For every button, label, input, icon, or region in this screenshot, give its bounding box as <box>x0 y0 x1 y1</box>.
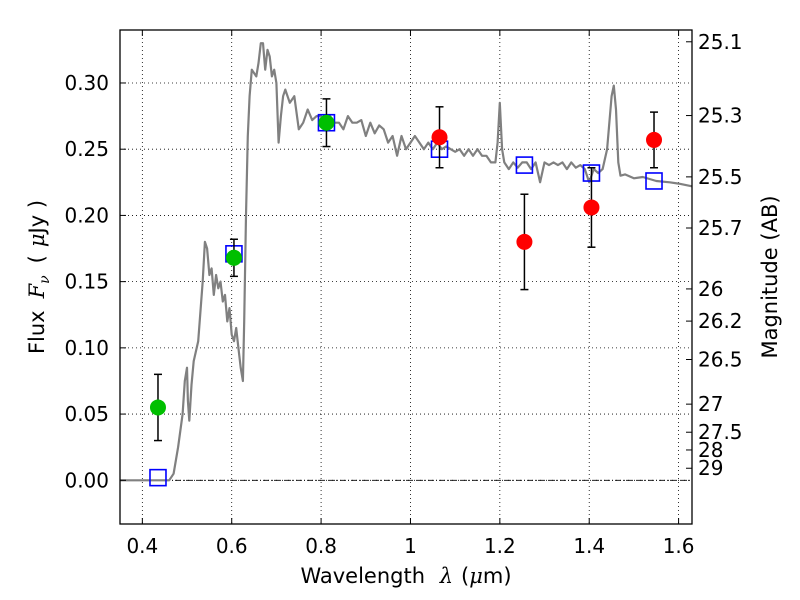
x-axis-label-unit-mu: μ <box>469 564 483 588</box>
y2-tick-label: 28 <box>698 438 723 462</box>
observed-flux-point <box>225 249 242 266</box>
y-tick-label: 0.00 <box>64 468 109 492</box>
x-tick-label: 0.4 <box>126 534 158 558</box>
y-axis-label: Flux Fν ( μJy ) <box>25 200 53 354</box>
y-axis-label-unit-rest: Jy ) <box>25 200 49 236</box>
model-photometry-square <box>515 156 534 174</box>
observed-flux-point <box>516 233 533 250</box>
x-tick-label: 0.8 <box>305 534 337 558</box>
y-axis-label-subscript: ν <box>37 275 53 284</box>
observed-flux-point <box>431 129 448 146</box>
y2-tick-label: 26 <box>698 277 723 301</box>
observed-flux-point <box>318 114 335 131</box>
y2-tick-label: 26.5 <box>698 348 743 372</box>
model-photometry-square <box>149 468 167 487</box>
x-tick-label: 1 <box>404 534 417 558</box>
observed-flux-point <box>646 131 663 148</box>
model-photometry-square <box>645 172 663 190</box>
y2-tick-label: 25.5 <box>698 165 743 189</box>
y-tick-label: 0.25 <box>64 137 109 161</box>
y-tick-label: 0.05 <box>64 402 109 426</box>
y-tick-label: 0.15 <box>64 270 109 294</box>
y2-tick-label: 27 <box>698 392 723 416</box>
y2-tick-label: 26.2 <box>698 309 743 333</box>
plot-frame <box>119 29 693 525</box>
plot-series <box>120 42 693 487</box>
y2-axis-label: Magnitude (AB) <box>758 195 782 358</box>
x-axis-label-gap <box>425 564 432 588</box>
x-tick-label: 1.4 <box>573 534 605 558</box>
y-tick-label: 0.10 <box>64 336 109 360</box>
y2-tick-label: 29 <box>698 456 723 480</box>
x-tick-label: 1.6 <box>663 534 695 558</box>
x-axis-label-prefix: Wavelength <box>300 564 425 588</box>
y-axis-label-prefix: Flux <box>25 310 49 354</box>
y-tick-label: 0.20 <box>64 203 109 227</box>
spectrum-line <box>120 42 693 482</box>
observed-flux-point <box>583 199 600 216</box>
x-tick-label: 0.6 <box>216 534 248 558</box>
y-axis-label-unit-open: ( <box>25 255 49 263</box>
y2-tick-label: 25.1 <box>698 30 743 54</box>
x-tick-label: 1.2 <box>484 534 516 558</box>
observed-flux-point <box>149 399 166 416</box>
y-axis-label-unit-mu: μ <box>25 233 49 247</box>
x-axis-label-unit-rest: m) <box>483 564 512 588</box>
y2-tick-label: 25.7 <box>698 216 743 240</box>
x-axis-label-unit-open: ( <box>461 564 469 588</box>
y2-tick-label: 27.5 <box>698 420 743 444</box>
y-tick-label: 0.30 <box>64 71 109 95</box>
y2-tick-label: 25.3 <box>698 104 743 128</box>
x-axis-label-symbol: λ <box>439 564 453 588</box>
y-axis-label-symbol: F <box>25 282 49 299</box>
axis-ticks: 0.4 0.6 0.8 1 1.2 1.4 1.6 0.00 0.05 0.10 0.15 0.20 0… <box>64 30 742 558</box>
x-axis-label: Wavelength λ (μm) <box>300 564 511 588</box>
